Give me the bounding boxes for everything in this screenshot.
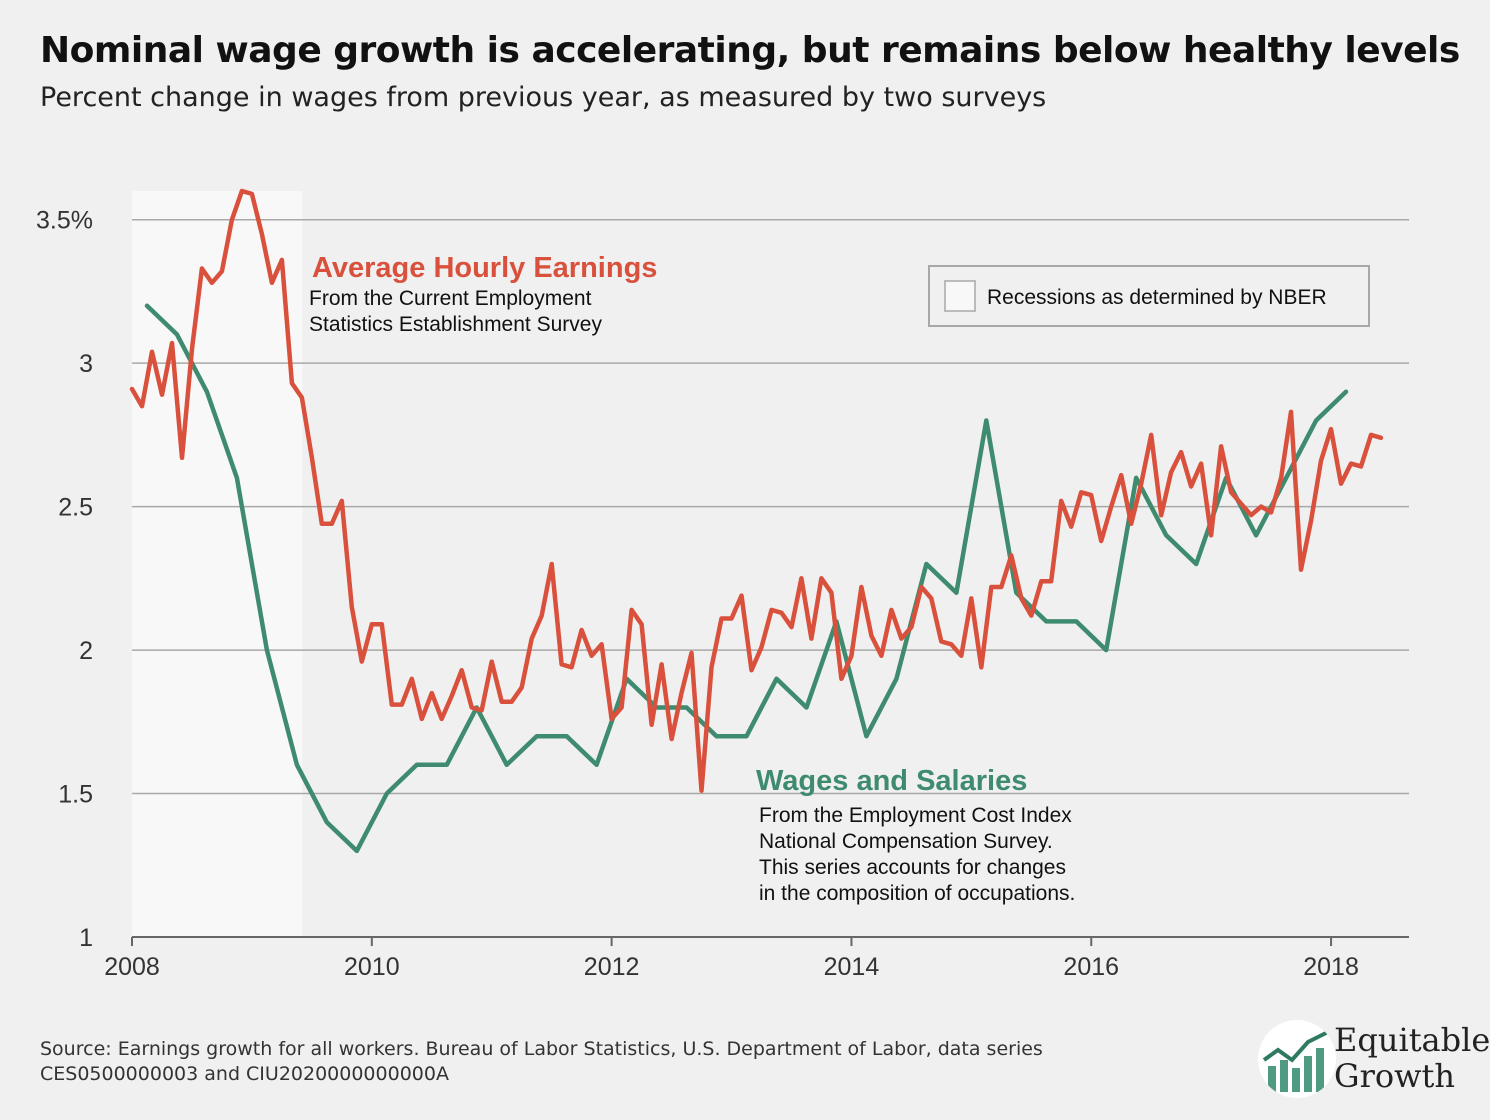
- y-tick-label: 3: [79, 350, 93, 378]
- x-tick-label: 2012: [584, 953, 640, 981]
- logo-line-1: Equitable: [1334, 1021, 1490, 1059]
- legend-label-recession: Recessions as determined by NBER: [987, 286, 1327, 309]
- annotation-ahe-line-2: Statistics Establishment Survey: [309, 313, 602, 336]
- y-tick-label: 1.5: [58, 781, 93, 809]
- line-chart: 1 1.5 2 2.5 3 3.5% 2008 2010 2012 2014 2016 2018 R…: [36, 188, 1409, 981]
- annotation-wages-line-4: in the composition of occupations.: [759, 882, 1075, 905]
- grid: [132, 218, 1409, 795]
- x-tick-label: 2016: [1063, 953, 1119, 981]
- annotation-ahe: Average Hourly Earnings From the Current…: [309, 252, 657, 336]
- annotation-ahe-line-1: From the Current Employment: [309, 287, 592, 310]
- x-tick-label: 2018: [1303, 953, 1359, 981]
- equitable-growth-logo: Equitable Growth: [1252, 1020, 1490, 1104]
- legend-swatch-recession: [944, 280, 976, 312]
- y-tick-label: 2.5: [58, 494, 93, 522]
- annotation-wages: Wages and Salaries From the Employment C…: [756, 765, 1075, 905]
- growth-chart-icon: [1258, 1020, 1336, 1098]
- series-line-ahe: [129, 188, 1384, 793]
- logo-line-2: Growth: [1334, 1057, 1455, 1095]
- annotation-ahe-title: Average Hourly Earnings: [312, 252, 657, 284]
- legend: Recessions as determined by NBER: [928, 265, 1370, 327]
- source-note: Source: Earnings growth for all workers.…: [40, 1038, 1043, 1085]
- chart-subtitle: Percent change in wages from previous ye…: [40, 82, 1047, 113]
- y-tick-label: 3.5%: [36, 207, 93, 235]
- series-line-wages: [144, 303, 1349, 854]
- legend-box: [928, 265, 1370, 327]
- x-tick-label: 2008: [104, 953, 160, 981]
- x-tick-label: 2010: [344, 953, 400, 981]
- annotation-wages-line-1: From the Employment Cost Index: [759, 804, 1072, 827]
- chart-title: Nominal wage growth is accelerating, but…: [40, 30, 1460, 71]
- recession-band: [132, 191, 303, 937]
- logo-wordmark: Equitable Growth: [1334, 1022, 1490, 1094]
- annotation-wages-title: Wages and Salaries: [756, 765, 1027, 797]
- y-tick-label: 1: [79, 924, 93, 952]
- annotation-wages-line-2: National Compensation Survey.: [759, 830, 1053, 853]
- y-tick-label: 2: [79, 637, 93, 665]
- x-tick-label: 2014: [824, 953, 880, 981]
- annotation-wages-line-3: This series accounts for changes: [759, 856, 1066, 879]
- x-axis: 2008 2010 2012 2014 2016 2018: [104, 936, 1409, 981]
- y-axis-labels: 1 1.5 2 2.5 3 3.5%: [36, 207, 93, 952]
